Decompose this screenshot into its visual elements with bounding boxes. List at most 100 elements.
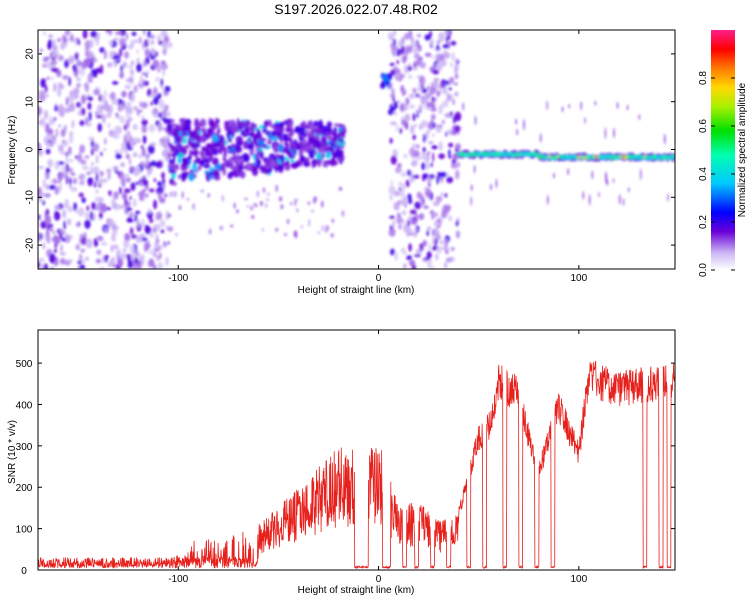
noise-blob (428, 266, 435, 269)
noise-blob (404, 113, 411, 122)
signal-tail-blob (289, 201, 293, 205)
spectrogram-texture (38, 30, 675, 269)
noise-blob (446, 176, 454, 184)
signal-blob (285, 127, 291, 133)
signal-tail-blob (260, 201, 263, 206)
noise-blob (442, 44, 449, 49)
carrier-streak (516, 128, 518, 136)
signal-blob (338, 138, 344, 143)
carrier-streak (553, 172, 555, 179)
noise-blob (405, 121, 409, 130)
noise-blob (137, 218, 140, 229)
signal-blob (333, 143, 336, 148)
noise-blob (49, 253, 56, 264)
noise-blob (63, 124, 67, 133)
noise-blob (61, 34, 66, 43)
noise-blob (120, 116, 126, 124)
noise-blob (439, 89, 447, 94)
noise-blob (412, 174, 420, 179)
signal-tail-blob (200, 189, 204, 193)
colorbar-label: Normalized spectral amplitude (737, 82, 748, 217)
noise-blob (86, 96, 93, 101)
noise-blob (153, 223, 161, 231)
noise-blob (108, 40, 113, 47)
carrier-streak (568, 104, 570, 109)
carrier-streak (582, 190, 584, 200)
noise-blob (422, 239, 427, 247)
noise-blob (59, 258, 66, 265)
noise-blob (64, 30, 71, 36)
noise-blob (143, 242, 149, 253)
noise-blob (411, 143, 417, 148)
noise-blob (48, 34, 53, 38)
noise-blob (402, 183, 406, 192)
noise-blob (48, 184, 56, 190)
carrier-streak (628, 187, 630, 193)
signal-tail-blob (321, 200, 324, 208)
signal-blob (314, 127, 322, 135)
noise-blob (142, 42, 145, 50)
carrier-streak (515, 118, 517, 125)
carrier-streak (540, 133, 542, 143)
noise-blob (108, 190, 112, 196)
noise-blob (429, 210, 435, 215)
carrier-streak (546, 100, 548, 111)
noise-blob (77, 39, 81, 46)
noise-blob (139, 195, 144, 202)
carrier-streak (495, 178, 498, 189)
noise-blob (390, 155, 397, 165)
spectrogram-y-label: Frequency (Hz) (7, 116, 18, 185)
signal-blob (312, 139, 320, 145)
noise-blob (157, 181, 163, 187)
snr-panel: -100 0 100 0 100 200 300 400 500 Height of stra… (7, 329, 676, 596)
noise-blob (430, 113, 436, 121)
carrier-streak (616, 101, 619, 110)
noise-blob (450, 163, 458, 169)
signal-blob (271, 124, 275, 129)
noise-blob (129, 196, 132, 201)
noise-blob (57, 38, 61, 43)
noise-blob (153, 199, 158, 210)
noise-blob (133, 106, 139, 111)
noise-blob (165, 156, 169, 161)
signal-blob (230, 123, 238, 133)
noise-blob (68, 136, 74, 144)
noise-blob (128, 207, 133, 211)
noise-blob (400, 45, 405, 55)
noise-blob (436, 90, 441, 97)
noise-blob (432, 69, 440, 75)
noise-blob (119, 48, 123, 57)
noise-blob (105, 30, 111, 33)
signal-blob (269, 159, 276, 167)
noise-blob (428, 183, 431, 187)
noise-blob (132, 123, 138, 131)
noise-blob (69, 130, 73, 140)
signal-blob (284, 141, 288, 146)
noise-blob (393, 100, 398, 110)
signal-blob (167, 151, 171, 160)
signal-blob (313, 120, 319, 127)
noise-blob (406, 255, 413, 261)
noise-blob (439, 176, 444, 184)
noise-blob (124, 85, 132, 89)
spectrogram-y-tick-label: -20 (25, 237, 36, 252)
noise-blob (410, 170, 413, 175)
noise-blob (426, 250, 432, 260)
signal-blob (204, 170, 210, 175)
noise-blob (450, 246, 455, 252)
signal-tail-blob (208, 231, 211, 234)
noise-blob (432, 152, 435, 163)
signal-blob (274, 127, 277, 136)
noise-blob (84, 40, 92, 49)
noise-blob (141, 119, 148, 126)
noise-blob (447, 215, 453, 222)
noise-blob (108, 129, 115, 137)
noise-blob (126, 101, 132, 109)
noise-blob (138, 191, 145, 197)
noise-blob (50, 179, 55, 183)
noise-blob (443, 238, 449, 248)
noise-blob (413, 226, 417, 232)
noise-blob (58, 109, 65, 118)
signal-tail-blob (230, 224, 234, 228)
noise-blob (125, 130, 132, 141)
